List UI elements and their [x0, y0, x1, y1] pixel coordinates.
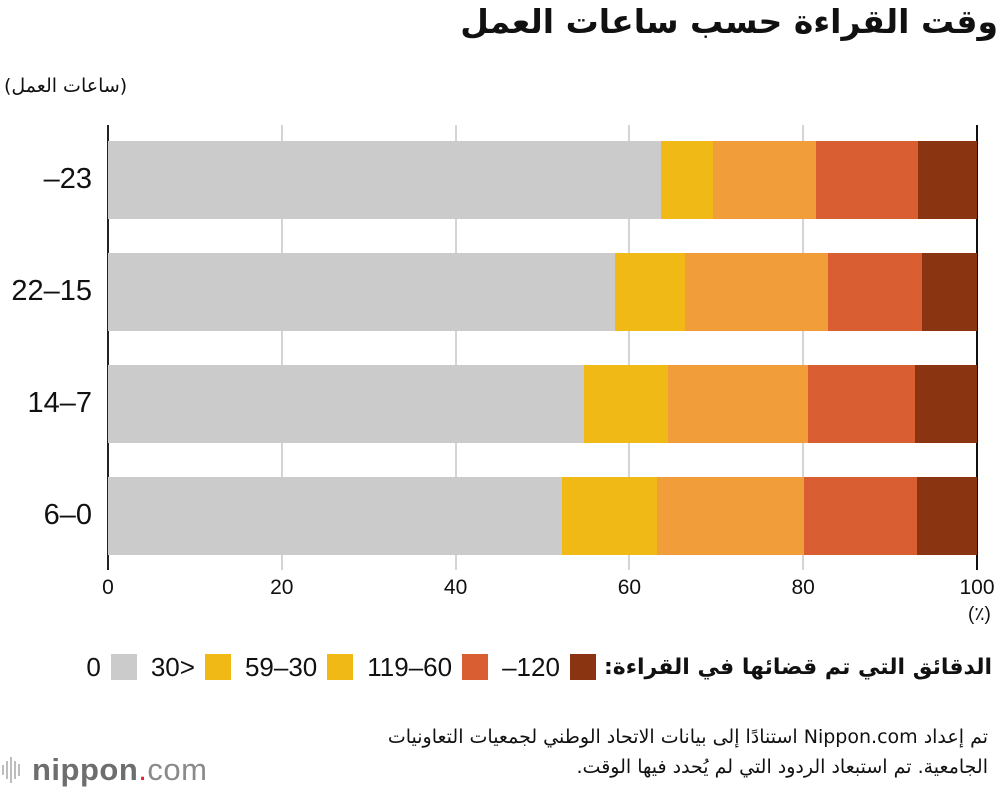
- y-axis-line: [107, 125, 109, 570]
- legend-item-120plus: –120: [502, 652, 596, 683]
- nippon-logo: nippon.com: [2, 752, 208, 788]
- swatch-30-59: [327, 654, 354, 680]
- bar-segment: [108, 477, 562, 555]
- bar-segment: [667, 365, 809, 443]
- x-tick-label: 40: [443, 576, 468, 599]
- source-line-2: الجامعية. تم استبعاد الردود التي لم يُحد…: [576, 756, 989, 778]
- category-label: 22–15: [11, 275, 92, 307]
- bar-segment: [584, 365, 668, 443]
- category-label: –23: [43, 163, 92, 195]
- x-tick-label: 80: [791, 576, 815, 599]
- category-label: 14–7: [27, 387, 92, 419]
- bar-row: [108, 365, 977, 443]
- bar-row: [108, 141, 977, 219]
- bar-segment: [614, 253, 685, 331]
- bar-segment: [685, 253, 829, 331]
- swatch-zero: [110, 654, 137, 680]
- chart-title: وقت القراءة حسب ساعات العمل: [460, 2, 998, 41]
- source-line-1: تم إعداد Nippon.com استنادًا إلى بيانات …: [387, 726, 988, 748]
- soundwave-icon: [2, 757, 22, 783]
- x-tick-label: 0: [102, 576, 114, 599]
- bar-segment: [108, 253, 615, 331]
- legend-item-30-59: 59–30: [245, 652, 354, 683]
- bar-segment: [561, 477, 658, 555]
- x-tick-label: 100: [959, 576, 995, 599]
- bar-row: [108, 477, 977, 555]
- swatch-120plus: [569, 654, 596, 680]
- bar-segment: [922, 253, 977, 331]
- swatch-60-119: [462, 654, 489, 680]
- gridline: [280, 125, 283, 570]
- x-tick-label: 60: [617, 576, 642, 599]
- category-label: 6–0: [43, 499, 92, 531]
- bar-segment: [917, 141, 977, 219]
- logo-wordmark: nippon.com: [32, 752, 208, 787]
- source-note: تم إعداد Nippon.com استنادًا إلى بيانات …: [228, 722, 988, 782]
- y-axis-title: (ساعات العمل): [4, 75, 128, 97]
- x-axis-unit: (٪): [968, 604, 991, 625]
- bar-segment: [660, 141, 713, 219]
- bar-segment: [657, 477, 805, 555]
- legend: الدقائق التي تم قضائها في القراءة: –120 …: [8, 650, 992, 684]
- plot-area: [107, 125, 978, 570]
- bar-segment: [804, 477, 918, 555]
- bar-segment: [915, 365, 977, 443]
- gridline: [454, 125, 457, 570]
- bar-segment: [816, 141, 918, 219]
- bar-segment: [828, 253, 923, 331]
- legend-item-60-119: 119–60: [367, 652, 489, 683]
- bar-row: [108, 253, 977, 331]
- swatch-under30: [204, 654, 231, 680]
- bar-segment: [808, 365, 916, 443]
- legend-item-zero: 0: [86, 652, 137, 683]
- bar-segment: [108, 365, 585, 443]
- bar-segment: [712, 141, 817, 219]
- bar-segment: [108, 141, 661, 219]
- legend-title: الدقائق التي تم قضائها في القراءة:: [603, 654, 992, 680]
- x-tick-label: 20: [270, 576, 294, 599]
- x-100-line: [976, 125, 978, 570]
- gridline: [802, 125, 805, 570]
- bar-segment: [917, 477, 977, 555]
- gridline: [628, 125, 631, 570]
- legend-item-under30: 30>: [151, 652, 231, 683]
